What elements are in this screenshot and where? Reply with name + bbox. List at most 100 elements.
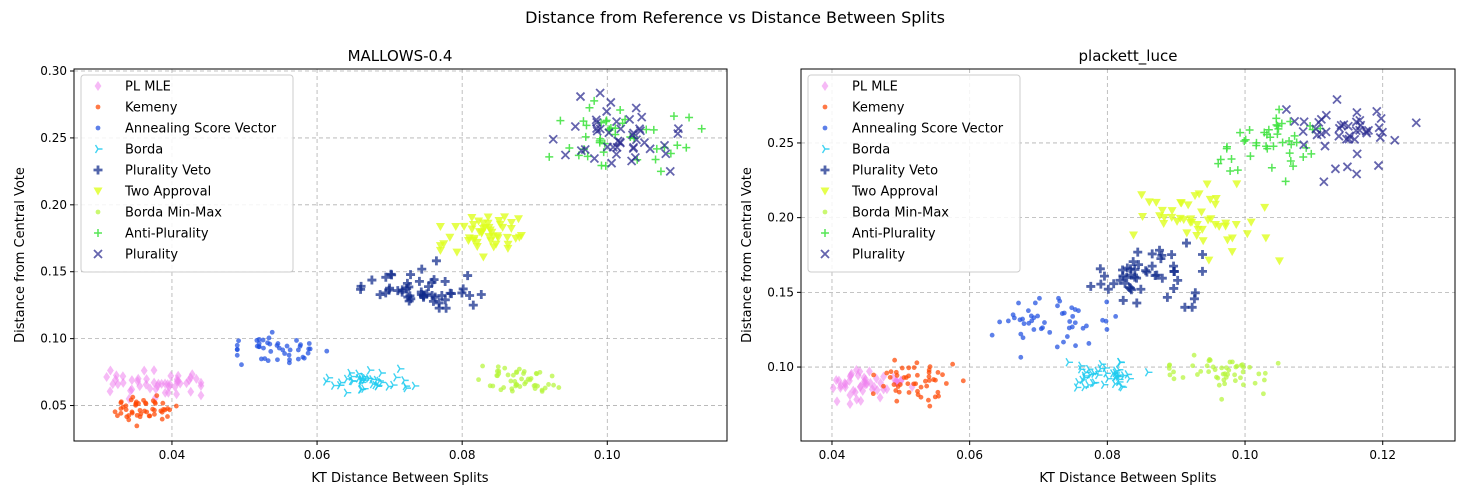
point-annealing-score-vector bbox=[287, 353, 292, 358]
point-pl-mle bbox=[830, 383, 837, 393]
point-kemeny bbox=[926, 398, 931, 403]
legend-label: Plurality Veto bbox=[852, 164, 938, 179]
point-plurality bbox=[1353, 150, 1361, 158]
point-kemeny bbox=[174, 404, 179, 409]
point-annealing-score-vector bbox=[1018, 317, 1023, 322]
x-tick-label: 0.06 bbox=[956, 448, 983, 462]
point-anti-plurality bbox=[1240, 137, 1248, 145]
point-kemeny bbox=[950, 362, 955, 367]
point-anti-plurality bbox=[682, 144, 690, 152]
point-pl-mle bbox=[151, 365, 158, 375]
point-kemeny bbox=[914, 360, 919, 365]
point-two-approval bbox=[1184, 201, 1193, 209]
point-annealing-score-vector bbox=[1039, 326, 1044, 331]
point-two-approval bbox=[1232, 180, 1241, 188]
point-anti-plurality bbox=[670, 112, 678, 120]
point-annealing-score-vector bbox=[1084, 324, 1089, 329]
point-anti-plurality bbox=[698, 125, 706, 133]
point-borda-min-max bbox=[1208, 358, 1213, 363]
legend-marker-borda-min-max bbox=[823, 210, 828, 215]
point-plurality-veto bbox=[1096, 280, 1105, 289]
point-annealing-score-vector bbox=[1056, 296, 1061, 301]
x-tick-label: 0.10 bbox=[594, 448, 621, 462]
legend-marker-kemeny bbox=[96, 105, 101, 110]
point-plurality bbox=[613, 118, 621, 126]
point-borda-min-max bbox=[1192, 353, 1197, 358]
point-two-approval bbox=[473, 243, 482, 251]
point-annealing-score-vector bbox=[1065, 334, 1070, 339]
point-borda-min-max bbox=[1233, 378, 1238, 383]
point-annealing-score-vector bbox=[1018, 355, 1023, 360]
series-pl-mle bbox=[103, 365, 204, 404]
point-plurality bbox=[1412, 119, 1420, 127]
point-kemeny bbox=[871, 373, 876, 378]
point-annealing-score-vector bbox=[235, 347, 240, 352]
point-plurality-veto bbox=[432, 256, 441, 265]
point-anti-plurality bbox=[1268, 164, 1276, 172]
point-two-approval bbox=[460, 223, 469, 231]
point-borda-min-max bbox=[1205, 363, 1210, 368]
point-kemeny bbox=[871, 391, 876, 396]
point-borda-min-max bbox=[1239, 363, 1244, 368]
y-tick-label: 0.30 bbox=[40, 64, 67, 78]
point-borda-min-max bbox=[1241, 382, 1246, 387]
point-annealing-score-vector bbox=[296, 357, 301, 362]
point-plurality bbox=[1333, 96, 1341, 104]
point-anti-plurality bbox=[1275, 105, 1283, 113]
point-plurality bbox=[1353, 170, 1361, 178]
point-annealing-score-vector bbox=[270, 330, 275, 335]
point-kemeny bbox=[881, 384, 886, 389]
point-kemeny bbox=[931, 377, 936, 382]
point-annealing-score-vector bbox=[1026, 308, 1031, 313]
point-plurality bbox=[1335, 132, 1343, 140]
point-kemeny bbox=[905, 381, 910, 386]
point-borda-min-max bbox=[1253, 381, 1258, 386]
point-pl-mle bbox=[173, 389, 180, 399]
point-kemeny bbox=[895, 373, 900, 378]
point-two-approval bbox=[1232, 221, 1241, 229]
point-borda-min-max bbox=[534, 371, 539, 376]
point-annealing-score-vector bbox=[997, 320, 1002, 325]
point-annealing-score-vector bbox=[1067, 319, 1072, 324]
point-two-approval bbox=[1204, 257, 1213, 265]
point-kemeny bbox=[134, 400, 139, 405]
point-kemeny bbox=[927, 374, 932, 379]
point-borda-min-max bbox=[506, 373, 511, 378]
y-tick-label: 0.20 bbox=[40, 198, 67, 212]
chart-title: MALLOWS-0.4 bbox=[348, 47, 453, 65]
point-two-approval bbox=[467, 225, 476, 233]
y-tick-label: 0.15 bbox=[767, 285, 794, 299]
legend-label: Plurality bbox=[125, 248, 178, 263]
point-kemeny bbox=[928, 364, 933, 369]
y-axis-label: Distance from Central Vote bbox=[13, 167, 28, 343]
point-annealing-score-vector bbox=[1016, 301, 1021, 306]
point-two-approval bbox=[1260, 204, 1269, 212]
series-borda bbox=[1066, 358, 1152, 391]
point-borda-min-max bbox=[1262, 378, 1267, 383]
x-tick-label: 0.06 bbox=[304, 448, 331, 462]
point-plurality bbox=[1391, 136, 1399, 144]
series-annealing-score-vector bbox=[990, 296, 1118, 360]
point-plurality-veto bbox=[376, 290, 385, 299]
point-borda bbox=[391, 381, 398, 389]
point-kemeny bbox=[900, 366, 905, 371]
point-kemeny bbox=[919, 385, 924, 390]
point-borda-min-max bbox=[1206, 369, 1211, 374]
point-plurality-veto bbox=[469, 301, 478, 310]
legend-marker-kemeny bbox=[823, 105, 828, 110]
series-pl-mle bbox=[830, 365, 916, 409]
point-anti-plurality bbox=[1279, 138, 1287, 146]
point-two-approval bbox=[1159, 220, 1168, 228]
point-borda bbox=[323, 378, 330, 386]
series-two-approval bbox=[436, 213, 526, 261]
point-kemeny bbox=[907, 390, 912, 395]
point-plurality-veto bbox=[1167, 250, 1176, 259]
point-plurality bbox=[1300, 118, 1308, 126]
point-kemeny bbox=[167, 407, 172, 412]
point-plurality bbox=[1343, 163, 1351, 171]
point-two-approval bbox=[1243, 230, 1252, 238]
point-kemeny bbox=[135, 413, 140, 418]
point-kemeny bbox=[119, 399, 124, 404]
point-borda-min-max bbox=[519, 377, 524, 382]
point-annealing-score-vector bbox=[257, 344, 262, 349]
